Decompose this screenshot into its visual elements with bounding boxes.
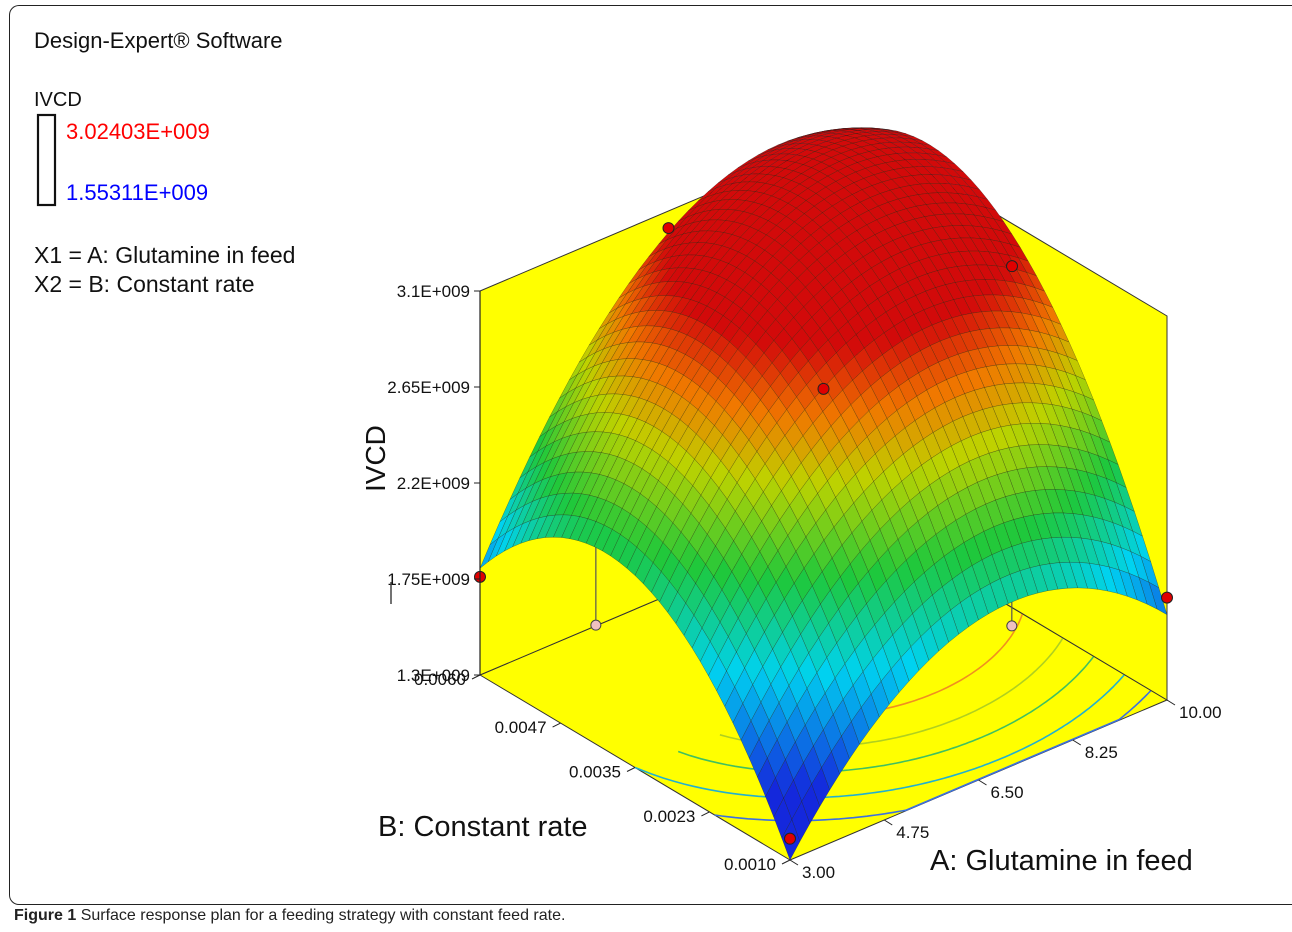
x-axis-tick (1072, 739, 1082, 746)
y-axis-tick (552, 722, 561, 728)
y-axis-tick (781, 859, 791, 865)
legend-low-value: 1.55311E+009 (66, 180, 208, 205)
y-axis-tick-label: 0.0060 (414, 670, 466, 689)
figure-caption: Figure 1 Surface response plan for a fee… (14, 907, 565, 925)
y-axis-tick (471, 674, 481, 680)
design-point (1161, 591, 1173, 604)
z-axis-tick-label: 2.65E+009 (387, 378, 470, 397)
x-axis-tick (789, 859, 799, 866)
design-point-below (590, 619, 602, 631)
design-point-below (1006, 620, 1018, 632)
z-axis-tick-label: 2.2E+009 (397, 474, 470, 493)
x-axis-tick-label: 10.00 (1179, 703, 1222, 722)
x-axis-tick-label: 3.00 (802, 863, 835, 882)
x-axis-tick-label: 4.75 (896, 823, 929, 842)
legend-bar (36, 113, 57, 207)
design-points (474, 222, 1173, 845)
y-axis-tick-label: 0.0023 (643, 807, 695, 826)
y-axis-tick (701, 811, 710, 817)
floor-contour (714, 689, 1152, 822)
x-axis-tick-label: 8.25 (1085, 743, 1118, 762)
y-axis-label: B: Constant rate (378, 811, 588, 843)
x-axis-label: A: Glutamine in feed (930, 845, 1193, 877)
x-axis-tick (883, 819, 893, 826)
x-axis-tick (978, 779, 987, 786)
z-axis-tick-label: 1.75E+009 (387, 570, 470, 589)
legend-factor-x1: X1 = A: Glutamine in feed (34, 242, 295, 268)
software-label: Design-Expert® Software (34, 28, 283, 53)
design-point (662, 222, 675, 235)
legend-factor-x2: X2 = B: Constant rate (34, 271, 255, 297)
y-axis-tick-label: 0.0035 (569, 763, 621, 782)
design-point (1006, 260, 1018, 273)
response-surface (479, 127, 1168, 861)
y-axis-tick-label: 0.0010 (724, 855, 776, 874)
design-point (817, 382, 830, 395)
design-point (784, 832, 796, 845)
y-axis-tick (626, 767, 636, 772)
z-axis-tick-label: 1.3E+009 (397, 666, 470, 685)
z-axis-tick-label: 3.1E+009 (397, 282, 470, 301)
caption-label: Figure 1 (14, 907, 77, 924)
legend-high-value: 3.02403E+009 (66, 119, 210, 144)
legend-title: IVCD (34, 89, 82, 111)
z-axis-label: IVCD (360, 425, 391, 492)
x-axis-tick (1166, 699, 1176, 706)
axes: 3.1E+009 2.65E+009 2.2E+009 1.75E+009 1.3E+0… (387, 282, 1221, 882)
caption-text: Surface response plan for a feeding stra… (80, 907, 566, 924)
x-axis-tick-label: 6.50 (991, 783, 1024, 802)
y-axis-tick-label: 0.0047 (495, 718, 547, 737)
